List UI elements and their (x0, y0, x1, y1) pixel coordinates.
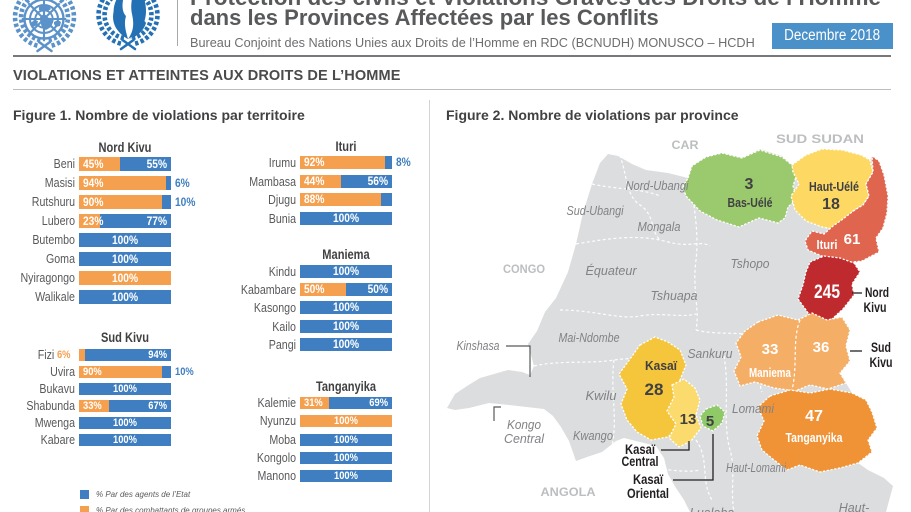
svg-text:CAR: CAR (672, 138, 699, 152)
svg-text:Kinshasa: Kinshasa (457, 339, 500, 353)
svg-text:Nord-Ubangi: Nord-Ubangi (626, 179, 690, 193)
svg-text:Haut-Uélé: Haut-Uélé (809, 179, 859, 194)
svg-text:18: 18 (822, 196, 840, 213)
svg-text:245: 245 (814, 282, 840, 303)
svg-text:SUD SUDAN: SUD SUDAN (776, 132, 864, 146)
svg-text:Kivu: Kivu (864, 300, 887, 315)
svg-text:Kivu: Kivu (870, 355, 893, 370)
svg-text:Nord: Nord (865, 285, 889, 300)
svg-text:Kasaï: Kasaï (633, 472, 664, 487)
svg-text:Lualaba: Lualaba (690, 506, 735, 512)
svg-text:36: 36 (813, 339, 830, 356)
svg-text:Mai-Ndombe: Mai-Ndombe (559, 331, 620, 345)
svg-text:Équateur: Équateur (586, 263, 638, 278)
svg-text:47: 47 (805, 408, 823, 425)
svg-text:Bas-Uélé: Bas-Uélé (728, 195, 773, 210)
svg-text:Maniema: Maniema (749, 366, 792, 380)
svg-text:Kwango: Kwango (573, 429, 613, 443)
svg-text:Central: Central (622, 454, 659, 469)
svg-text:CONGO: CONGO (503, 262, 545, 276)
svg-text:33: 33 (762, 341, 779, 358)
svg-text:Sankuru: Sankuru (688, 347, 733, 361)
svg-text:Kwilu: Kwilu (586, 389, 617, 403)
svg-text:Haut-: Haut- (839, 501, 870, 512)
svg-text:13: 13 (680, 411, 697, 428)
svg-text:61: 61 (844, 231, 861, 248)
svg-text:Haut-Lomami: Haut-Lomami (726, 461, 787, 475)
svg-text:ANGOLA: ANGOLA (541, 485, 596, 499)
svg-text:Kasaï: Kasaï (625, 442, 656, 457)
svg-text:Oriental: Oriental (627, 486, 669, 501)
svg-text:28: 28 (645, 380, 664, 399)
svg-text:Ituri: Ituri (817, 238, 838, 252)
svg-text:Mongala: Mongala (638, 220, 681, 234)
svg-text:Kongo: Kongo (507, 418, 541, 432)
svg-text:Central: Central (504, 432, 545, 446)
svg-text:Tshuapa: Tshuapa (651, 289, 698, 303)
svg-text:Lomami: Lomami (732, 402, 775, 416)
svg-text:3: 3 (745, 176, 754, 193)
svg-text:Tanganyika: Tanganyika (786, 431, 844, 445)
svg-text:Kasaï: Kasaï (645, 358, 677, 373)
svg-text:5: 5 (706, 413, 714, 430)
svg-text:Sud-Ubangi: Sud-Ubangi (567, 204, 625, 218)
svg-text:Tshopo: Tshopo (731, 257, 770, 271)
svg-text:Sud: Sud (871, 340, 891, 355)
